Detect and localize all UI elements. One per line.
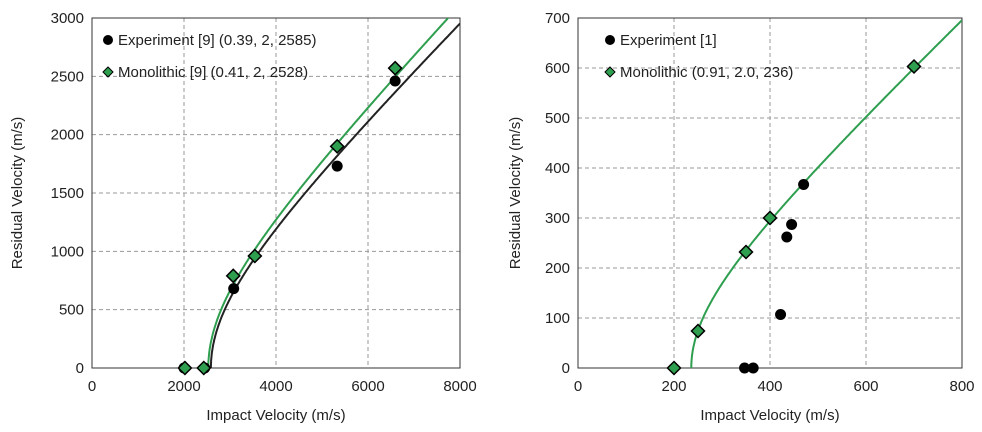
data-point [329,138,345,154]
data-point [228,283,240,295]
y-tick-label: 3000 [51,10,84,27]
data-point [331,160,343,172]
data-point [798,179,810,190]
data-point [387,60,403,76]
x-tick-label: 2000 [167,378,200,395]
y-tick-label: 0 [76,360,84,377]
chart-right: 0 200 400 600 800 0 100 200 300 400 500 600 700 Impac… [507,10,975,424]
legend-marker [604,66,616,78]
legend-label: Monolithic (0.91, 2.0, 236) [620,64,793,81]
y-tick-label: 700 [545,10,570,27]
data-point [906,58,922,75]
y-axis-label: Residual Velocity (m/s) [9,117,26,270]
data-point [196,360,212,376]
x-tick-label: 600 [853,378,878,395]
y-tick-label: 2500 [51,68,84,85]
y-axis-label: Residual Velocity (m/s) [507,117,524,270]
x-tick-label: 0 [574,378,582,395]
plot-area [577,17,963,369]
x-axis-label: Impact Velocity (m/s) [700,407,839,424]
y-tick-label: 200 [545,260,570,277]
data-point [739,362,751,374]
y-tick-label: 300 [545,210,570,227]
plot-area [91,17,461,369]
fit-curve [207,18,450,368]
x-tick-label: 0 [88,378,96,395]
data-point [747,362,759,374]
y-tick-label: 500 [545,110,570,127]
x-tick-label: 6000 [351,378,384,395]
y-tick-label: 2000 [51,127,84,144]
legend-marker [102,66,114,78]
data-point [690,323,706,339]
legend-label: Monolithic [9] (0.41, 2, 2528) [118,64,308,81]
data-point [177,360,193,376]
y-tick-label: 0 [562,360,570,377]
data-point [786,219,798,230]
x-axis-label: Impact Velocity (m/s) [206,407,345,424]
y-tick-label: 600 [545,60,570,77]
data-point [738,244,754,260]
chart-left: 0 2000 4000 6000 8000 0 500 1000 1500 2000 2500 300… [9,10,477,424]
legend-marker [103,35,113,45]
x-tick-label: 200 [661,378,686,395]
data-point [389,75,401,87]
y-tick-label: 1000 [51,243,84,260]
data-point [775,309,787,320]
data-point [762,210,778,226]
x-tick-label: 800 [949,378,974,395]
data-point [225,268,241,284]
y-tick-label: 400 [545,160,570,177]
legend-label: Experiment [9] (0.39, 2, 2585) [118,32,316,49]
x-tick-label: 4000 [259,378,292,395]
fit-curve [690,19,962,368]
legend-marker [605,35,615,45]
legend-label: Experiment [1] [620,32,717,49]
y-tick-label: 500 [59,302,84,319]
x-tick-label: 400 [757,378,782,395]
fit-curve [209,22,460,368]
data-point [781,231,793,243]
data-point [666,360,682,376]
x-tick-label: 8000 [443,378,476,395]
y-tick-label: 100 [545,310,570,327]
y-tick-label: 1500 [51,185,84,202]
data-point [247,248,263,264]
